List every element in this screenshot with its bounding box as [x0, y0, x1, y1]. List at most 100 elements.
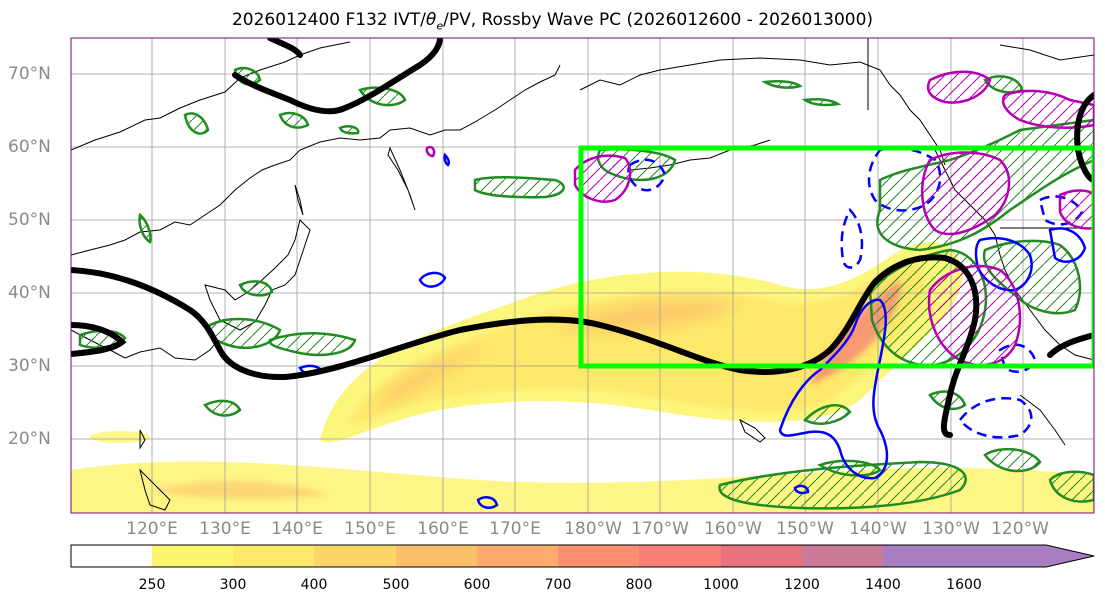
theta-contour-solid: [476, 496, 499, 509]
lat-label: 30°N: [8, 356, 51, 376]
lat-label: 20°N: [8, 429, 51, 449]
anomaly-contour: [1058, 189, 1094, 230]
lon-label: 130°E: [199, 519, 251, 539]
colorbar-tick-label: 1000: [703, 577, 739, 593]
title-subscript: e: [436, 19, 444, 33]
pv-contour: [338, 125, 360, 135]
colorbar-extend-arrow: [964, 545, 1094, 567]
theta-contour-solid: [418, 271, 447, 288]
colorbar-tick-label: 1600: [946, 577, 982, 593]
colorbar-tick-label: 1200: [784, 577, 820, 593]
pv-contour: [183, 112, 210, 135]
rossby-ridge-line: [232, 38, 443, 115]
theta-contour-solid: [778, 298, 889, 480]
rossby-trough-line: [71, 254, 980, 438]
colorbar-outline: [70, 544, 1095, 568]
coast-taiwan: [139, 429, 146, 450]
rossby-wave-pc-box: [578, 145, 1094, 369]
lat-label: 50°N: [8, 210, 51, 230]
colorbar-segment: [152, 545, 233, 567]
colorbar-tick-label: 600: [463, 577, 491, 593]
ivt-core-west: [375, 345, 490, 410]
anomaly-contour: [425, 145, 436, 158]
theta-contour-dashed: [958, 396, 1033, 439]
coast-hawaii: [739, 418, 766, 443]
figure-title: 2026012400 F132 IVT/θe/PV, Rossby Wave P…: [0, 10, 1105, 32]
colorbar-segment: [396, 545, 477, 567]
colorbar-segment: [558, 545, 639, 567]
theta-contour-solid: [793, 484, 810, 495]
theta-contour-dashed: [998, 343, 1037, 373]
pv-contour: [802, 404, 852, 425]
colorbar-segment: [233, 545, 314, 567]
rossby-east-line-2: [1047, 332, 1094, 358]
coast-kamchatka: [387, 146, 416, 211]
coast-baja: [1019, 394, 1066, 446]
colorbar: [70, 544, 1095, 568]
pv-contour: [473, 176, 565, 199]
pv-contour: [138, 212, 152, 244]
colorbar-segment: [639, 545, 721, 567]
lat-label: 40°N: [8, 283, 51, 303]
anomaly-contour: [573, 154, 632, 203]
pv-contour: [983, 447, 1042, 473]
coast-siberia: [71, 64, 561, 256]
coast-alaska: [579, 57, 946, 166]
anomaly-contour: [1001, 89, 1094, 129]
colorbar-segment: [721, 545, 802, 567]
pv-contour: [203, 399, 242, 417]
title-suffix: /PV, Rossby Wave PC (2026012600 - 202601…: [443, 10, 874, 30]
pv-contour: [983, 75, 1024, 94]
lat-label: 70°N: [8, 64, 51, 84]
pv-contour: [801, 97, 842, 107]
theta-contour-dashed: [840, 207, 864, 269]
pv-contour: [761, 79, 803, 89]
ivt-south-core: [150, 480, 330, 500]
anomaly-contour: [920, 151, 1011, 236]
colorbar-tick-label: 500: [382, 577, 410, 593]
pv-contour: [268, 332, 357, 357]
lon-label: 170°E: [489, 519, 541, 539]
ivt-band-mid: [350, 264, 926, 424]
colorbar-segment: [802, 545, 883, 567]
pv-contour: [1048, 470, 1094, 503]
anomaly-contour: [926, 70, 992, 104]
theta-contour-dashed: [867, 146, 942, 212]
lon-label: 140°W: [849, 519, 907, 539]
lon-label: 170°W: [631, 519, 689, 539]
lon-label: 160°W: [704, 519, 762, 539]
colorbar-tick-label: 700: [544, 577, 572, 593]
colorbar-segment: [477, 545, 558, 567]
theta-contour-solid: [443, 152, 451, 167]
colorbar-segment: [883, 545, 964, 567]
rossby-short-line: [71, 322, 127, 357]
coast-northeast: [999, 44, 1094, 61]
lon-label: 140°E: [271, 519, 323, 539]
pv-contour: [278, 111, 310, 129]
map-plot-area: [71, 38, 1094, 513]
title-prefix: 2026012400 F132 IVT/: [231, 10, 426, 30]
title-theta: θ: [425, 10, 437, 30]
rossby-wave-lines: [71, 38, 1094, 438]
colorbar-segment: [314, 545, 396, 567]
lon-label: 160°E: [417, 519, 469, 539]
colorbar-tick-label: 400: [300, 577, 328, 593]
lon-label: 150°W: [776, 519, 834, 539]
rossby-top-line: [267, 38, 303, 58]
colorbar-tick-label: 1400: [865, 577, 901, 593]
lon-label: 120°W: [991, 519, 1049, 539]
colorbar-segment: [71, 545, 152, 567]
lat-label: 60°N: [8, 137, 51, 157]
pv-contour: [238, 280, 274, 297]
lon-label: 120°E: [126, 519, 178, 539]
lon-label: 180°W: [564, 519, 622, 539]
coast-sakhalin: [294, 184, 304, 216]
ivt-south-spot: [90, 431, 150, 443]
lon-label: 130°W: [922, 519, 980, 539]
theta-contour-solid: [1048, 227, 1087, 263]
lon-label: 150°E: [344, 519, 396, 539]
map-frame: [70, 37, 1095, 514]
colorbar-tick-label: 800: [625, 577, 653, 593]
colorbar-tick-label: 300: [219, 577, 247, 593]
